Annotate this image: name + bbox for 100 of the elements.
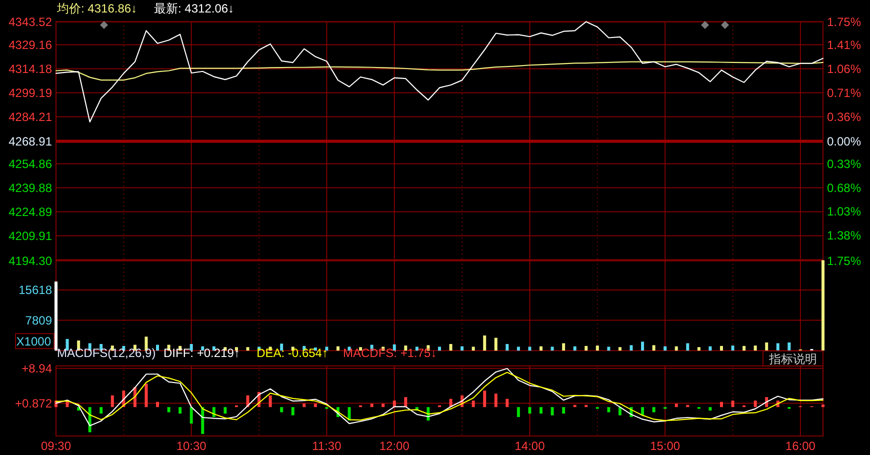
y-tick-label: 4254.86 [8,156,52,171]
bar [516,346,520,351]
y2-tick-label: 1.75% [827,254,862,268]
bar [720,402,723,408]
bar [494,394,498,408]
y-tick-label: 4284.21 [8,110,52,124]
bar [664,346,667,351]
bar [697,347,700,351]
bar [506,398,509,408]
chart-title: MACDFS(12,26,9) [57,346,156,360]
y2-tick-label: 0.36% [827,110,862,124]
bar [144,384,148,408]
bar [540,407,543,414]
x-tick-label: 12:00 [379,439,410,453]
bar [686,404,690,408]
bar [607,346,610,351]
y2-tick-label: 1.06% [827,62,862,76]
y-axis-title: X1000 [16,334,52,349]
y-tick-label: 4224.89 [8,204,52,219]
bar [596,346,599,351]
bar [483,335,486,351]
bar [550,407,554,416]
bar [190,407,193,424]
bar [754,400,757,408]
bar [156,344,160,351]
bar [562,407,566,414]
bar [314,404,317,408]
bar [325,346,328,351]
bar [652,407,656,412]
bar [584,404,588,408]
bar [708,346,712,351]
bar [178,407,182,414]
series-label: DIFF: +0.219↑ [164,346,240,360]
bar [516,407,520,418]
x-tick-label: 10:30 [176,439,207,453]
bar [359,347,362,351]
bar [776,343,780,351]
bar [472,346,475,351]
bar [156,402,160,408]
bar [494,338,498,351]
bar [336,346,340,351]
bar [280,407,284,412]
x-tick-label: 14:00 [514,439,546,453]
y2-tick-label: 1.41% [827,38,862,52]
bar [731,400,734,408]
bar [460,346,464,351]
bar [731,346,734,351]
bar [234,347,238,351]
bar [584,346,588,351]
bar [167,407,170,412]
bar [246,347,250,351]
bar [720,346,723,351]
line-series [55,61,824,81]
y-tick-label: 4343.52 [8,14,52,29]
bar [291,407,294,416]
y2-tick-label: 0.71% [827,86,862,100]
bar [348,407,351,421]
bar [550,346,554,351]
bar [765,342,768,351]
bar [686,343,690,351]
y-tick-label: +8.94 [22,362,52,376]
text: MACDFS: +1.75↓ [343,346,437,360]
y2-tick-label: 0.00% [827,134,862,148]
bar [607,407,610,412]
y-tick-label: 4268.91 [8,134,52,148]
y-tick-label: 4314.18 [8,62,52,76]
bar [788,342,791,351]
bar [573,346,576,351]
bar [573,404,576,408]
bar [404,397,408,408]
bar [674,346,678,351]
bar [822,260,824,351]
bar [641,407,644,416]
bar [562,343,566,351]
series-label: 最新: 4312.06↓ [154,2,234,16]
y-tick-label: 4209.91 [8,228,52,243]
y-tick-label: +0.872 [14,396,52,411]
bar [618,407,622,416]
bar [100,407,103,414]
bar [641,342,644,351]
bar [528,407,532,414]
bar [449,344,452,351]
bar [224,407,227,414]
bar [382,404,385,408]
line-series [55,21,824,122]
y2-tick-label: 0.68% [827,180,862,195]
y-tick-label: 4299.19 [8,86,52,100]
y-tick-label: 4239.88 [8,180,52,195]
bar [110,395,114,408]
bar [528,346,532,351]
bar [618,347,622,351]
bar [472,400,475,408]
y-tick-label: 7809 [25,314,52,328]
x-tick-label: 11:30 [312,439,342,453]
bar [302,404,306,408]
bar [652,345,656,351]
bar [370,404,374,408]
bar [201,407,204,434]
text: 均价: 4316.86↓ [56,2,138,16]
y2-tick-label: 1.75% [827,14,862,29]
